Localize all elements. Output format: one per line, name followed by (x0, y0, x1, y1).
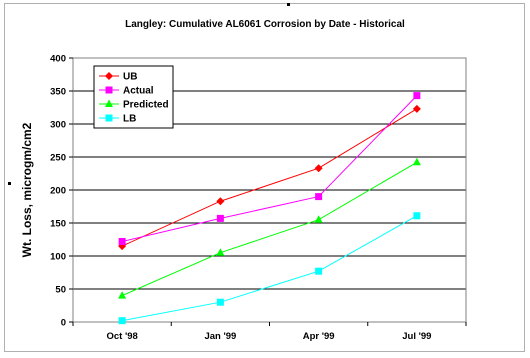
x-axis: Oct '98 Jan '99 Apr '99 Jul '99 (72, 322, 467, 342)
series-lb (118, 212, 421, 325)
series-actual (118, 92, 421, 245)
series-group (118, 92, 421, 325)
legend-label-lb: LB (123, 114, 136, 125)
data-point-lb (315, 267, 323, 275)
corner-marker-left (8, 182, 11, 185)
x-tick-label: Apr '99 (303, 331, 335, 342)
x-tick-label: Jul '99 (402, 331, 431, 342)
y-tick-label: 50 (55, 285, 66, 296)
legend-marker-actual (105, 86, 113, 94)
data-point-predicted (314, 215, 323, 223)
data-point-lb (413, 212, 421, 220)
series-line-lb (122, 215, 418, 322)
y-tick-label: 200 (50, 186, 66, 197)
data-point-lb (118, 317, 126, 325)
series-predicted (118, 157, 421, 299)
legend-marker-ub (105, 72, 113, 80)
series-line-ub (121, 108, 418, 247)
legend-label-ub: UB (123, 72, 137, 83)
data-point-ub (412, 104, 421, 113)
y-tick-label: 250 (50, 153, 66, 164)
y-tick-label: 100 (50, 252, 66, 263)
legend: UB Actual Predicted LB (93, 65, 174, 129)
x-tick-label: Oct '98 (106, 331, 137, 342)
data-point-actual (216, 214, 224, 222)
y-tick-label: 400 (50, 54, 66, 65)
data-point-actual (118, 237, 126, 245)
series-line-predicted (121, 161, 418, 297)
data-point-actual (315, 193, 323, 201)
data-point-ub (216, 197, 225, 206)
chart-title: Langley: Cumulative AL6061 Corrosion by … (125, 19, 405, 30)
legend-marker-lb (105, 114, 113, 122)
y-axis: 0 50 100 150 200 250 300 350 400 (50, 54, 73, 329)
legend-label-predicted: Predicted (123, 100, 169, 111)
legend-label-actual: Actual (123, 86, 154, 97)
data-point-predicted (412, 157, 421, 166)
data-point-actual (413, 92, 421, 100)
data-point-predicted (118, 291, 127, 299)
data-point-ub (314, 164, 323, 173)
chart-frame (4, 3, 525, 352)
data-point-predicted (216, 248, 225, 256)
y-tick-label: 300 (50, 120, 66, 131)
legend-marker-predicted (105, 99, 113, 107)
corner-marker-top (287, 3, 290, 6)
x-tick-label: Jan '99 (204, 331, 236, 342)
y-axis-label: Wt. Loss, microgm/cm2 (20, 122, 34, 257)
series-line-actual (122, 95, 418, 242)
y-tick-label: 350 (50, 87, 66, 98)
y-tick-label: 150 (50, 219, 66, 230)
data-point-lb (216, 298, 224, 306)
y-tick-label: 0 (61, 318, 66, 329)
